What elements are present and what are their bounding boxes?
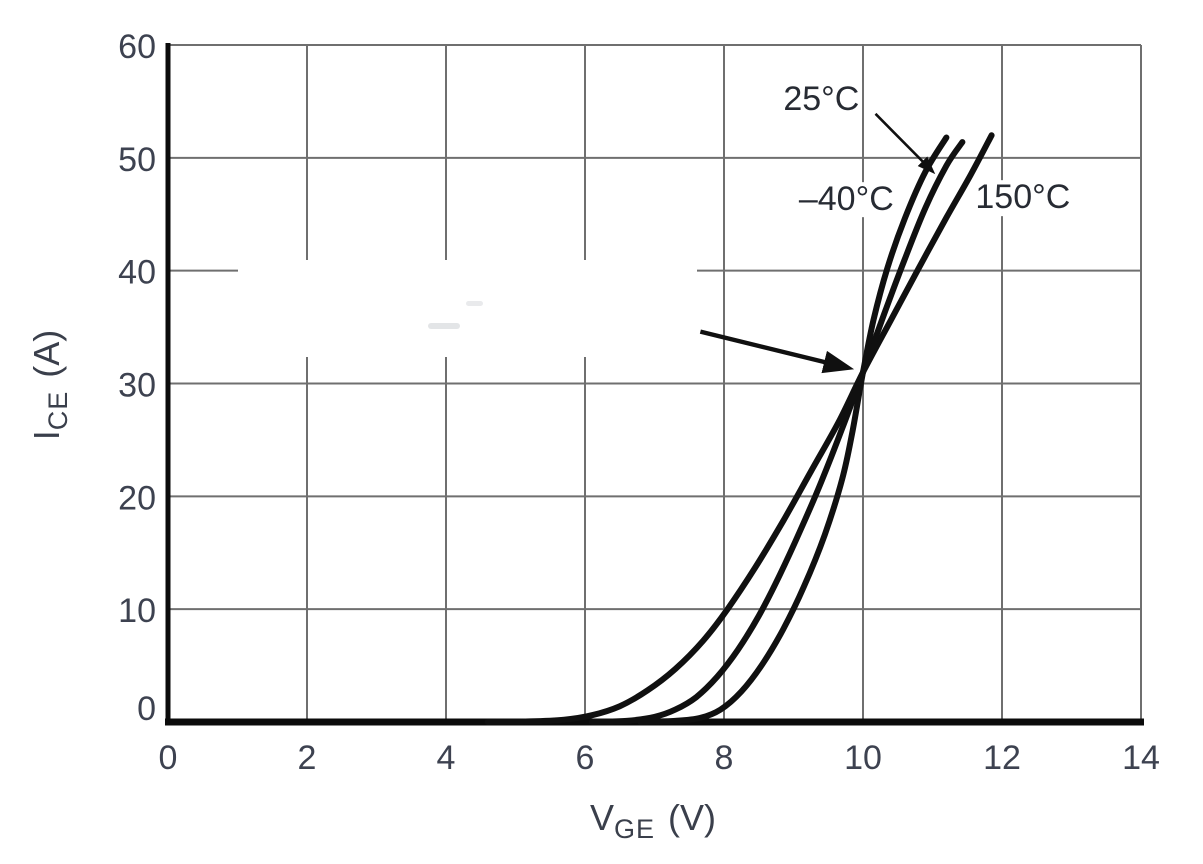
y-axis-label: ICE (A) [26, 330, 74, 441]
curve-25cc [589, 139, 966, 725]
whited-out-region [238, 260, 697, 357]
y-tick-label-20: 20 [118, 479, 156, 517]
y-tick-label-10: 10 [118, 592, 156, 630]
x-tick-label-12: 12 [983, 739, 1021, 777]
x-tick-label-0: 0 [159, 739, 178, 777]
crossing-point-arrow [699, 329, 855, 374]
x-tick-label-4: 4 [437, 739, 456, 777]
x-axis-subscript: GE [614, 814, 656, 844]
y-axis-unit: (A) [26, 329, 67, 378]
x-axis-label: VGE (V) [590, 797, 716, 845]
y-tick-label-30: 30 [118, 367, 156, 405]
temperature-curves [484, 132, 995, 725]
smudge-remnant [428, 323, 460, 329]
curve-150cc [484, 132, 995, 725]
x-tick-label-6: 6 [576, 739, 595, 777]
y-tick-label-60: 60 [118, 28, 156, 66]
gridlines [168, 44, 1142, 722]
smudge-remnant [466, 301, 483, 306]
y-tick-label-0: 0 [137, 690, 156, 728]
x-axis-symbol: V [589, 797, 614, 838]
x-axis-unit: (V) [668, 797, 717, 838]
y-tick-label-50: 50 [118, 141, 156, 179]
x-tick-label-8: 8 [715, 739, 734, 777]
erased-watermark-patch [238, 260, 697, 357]
curve-label-150c: 150°C [972, 180, 1074, 217]
x-tick-label-14: 14 [1122, 739, 1160, 777]
curve-label-minus40c: –40°C [795, 181, 897, 218]
curve-label-25c: 25°C [780, 82, 863, 119]
y-tick-label-40: 40 [118, 254, 156, 292]
tick-labels: 0 2 4 6 8 10 12 14 0 10 20 30 40 50 60 [118, 28, 1160, 777]
x-tick-label-10: 10 [844, 739, 882, 777]
leader-arrow-25c [874, 112, 936, 175]
y-axis-symbol: I [26, 430, 67, 441]
curve-40cc [637, 134, 950, 725]
y-axis-subscript: CE [43, 390, 73, 431]
x-tick-label-2: 2 [298, 739, 317, 777]
annotation-arrows [699, 112, 936, 374]
